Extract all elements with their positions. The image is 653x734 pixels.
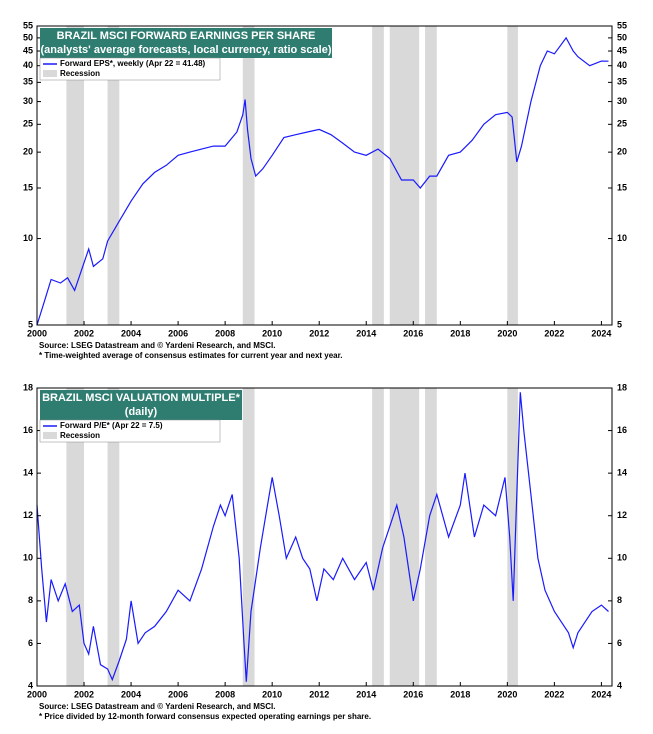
y-tick-label-right: 18	[617, 382, 627, 392]
recession-band	[372, 26, 384, 325]
y-tick-label: 14	[23, 468, 33, 478]
x-tick-label: 2006	[168, 328, 188, 338]
legend-label: Recession	[60, 431, 100, 440]
legend-swatch	[43, 70, 57, 77]
x-tick-label: 2014	[356, 328, 376, 338]
footnote: * Time-weighted average of consensus est…	[39, 351, 343, 360]
plot-frame	[36, 387, 613, 687]
y-tick-label-right: 4	[617, 680, 622, 690]
chart-subtitle: (analysts' average forecasts, local curr…	[40, 44, 331, 56]
plot-frame	[36, 25, 613, 326]
x-tick-label: 2018	[450, 328, 470, 338]
recession-band	[242, 388, 255, 686]
y-tick-label: 8	[28, 595, 33, 605]
x-tick-label: 2016	[403, 689, 423, 699]
source-note: Source: LSEG Datastream and © Yardeni Re…	[39, 702, 276, 711]
y-tick-label: 6	[28, 638, 33, 648]
legend-label: Forward P/E* (Apr 22 = 7.5)	[60, 421, 163, 430]
y-tick-label: 35	[23, 77, 33, 87]
recession-band	[107, 26, 120, 325]
y-tick-label: 16	[23, 425, 33, 435]
y-tick-label-right: 45	[617, 45, 627, 55]
y-tick-label-right: 15	[617, 182, 627, 192]
recession-band	[242, 26, 255, 325]
y-tick-label: 50	[23, 32, 33, 42]
y-tick-label-right: 5	[617, 319, 622, 329]
y-tick-label: 40	[23, 60, 33, 70]
recession-band	[389, 26, 420, 325]
legend-label: Forward EPS*, weekly (Apr 22 = 41.48)	[60, 59, 206, 68]
y-tick-label: 20	[23, 147, 33, 157]
y-tick-label-right: 12	[617, 510, 627, 520]
source-note: Source: LSEG Datastream and © Yardeni Re…	[39, 341, 276, 350]
x-tick-label: 2020	[497, 328, 517, 338]
y-tick-label: 30	[23, 96, 33, 106]
series-line	[36, 36, 609, 326]
y-tick-label-right: 8	[617, 595, 622, 605]
chart-title: BRAZIL MSCI VALUATION MULTIPLE*	[42, 392, 241, 404]
legend-label: Recession	[60, 69, 100, 78]
y-tick-label-right: 10	[617, 233, 627, 243]
x-tick-label: 2000	[27, 689, 47, 699]
y-tick-label: 10	[23, 233, 33, 243]
x-tick-label: 2012	[309, 689, 329, 699]
y-tick-label-right: 14	[617, 468, 627, 478]
x-tick-label: 2024	[591, 689, 611, 699]
y-tick-label: 25	[23, 119, 33, 129]
y-tick-label-right: 35	[617, 77, 627, 87]
y-tick-label: 18	[23, 382, 33, 392]
x-tick-label: 2000	[27, 328, 47, 338]
x-tick-label: 2018	[450, 689, 470, 699]
x-tick-label: 2004	[121, 328, 141, 338]
y-tick-label-right: 55	[617, 20, 627, 30]
legend-box	[39, 57, 221, 81]
x-tick-label: 2012	[309, 328, 329, 338]
x-tick-label: 2020	[497, 689, 517, 699]
y-tick-label: 45	[23, 45, 33, 55]
x-tick-label: 2008	[215, 689, 235, 699]
recession-band	[107, 388, 120, 686]
chart-subtitle: (daily)	[125, 406, 158, 418]
x-tick-label: 2010	[262, 689, 282, 699]
y-tick-label: 4	[28, 680, 33, 690]
x-tick-label: 2016	[403, 328, 423, 338]
recession-band	[425, 388, 437, 686]
x-tick-label: 2006	[168, 689, 188, 699]
x-tick-label: 2002	[74, 328, 94, 338]
recession-band	[66, 26, 85, 325]
y-tick-label: 10	[23, 553, 33, 563]
x-tick-label: 2014	[356, 689, 376, 699]
recession-band	[507, 388, 518, 686]
x-tick-label: 2004	[121, 689, 141, 699]
x-tick-label: 2022	[544, 328, 564, 338]
x-tick-label: 2008	[215, 328, 235, 338]
legend-box	[39, 419, 221, 443]
x-tick-label: 2024	[591, 328, 611, 338]
y-tick-label: 12	[23, 510, 33, 520]
x-tick-label: 2010	[262, 328, 282, 338]
title-box	[40, 28, 332, 58]
x-tick-label: 2002	[74, 689, 94, 699]
title-box	[40, 390, 242, 420]
y-tick-label-right: 30	[617, 96, 627, 106]
x-tick-label: 2022	[544, 689, 564, 699]
y-tick-label: 55	[23, 20, 33, 30]
legend-swatch	[43, 432, 57, 439]
y-tick-label-right: 6	[617, 638, 622, 648]
y-tick-label-right: 50	[617, 32, 627, 42]
recession-band	[507, 26, 518, 325]
chart-title: BRAZIL MSCI FORWARD EARNINGS PER SHARE	[57, 30, 316, 42]
y-tick-label-right: 25	[617, 119, 627, 129]
y-tick-label-right: 10	[617, 553, 627, 563]
series-line	[36, 392, 609, 682]
y-tick-label-right: 40	[617, 60, 627, 70]
y-tick-label-right: 20	[617, 147, 627, 157]
footnote: * Price divided by 12-month forward cons…	[39, 712, 371, 721]
y-tick-label: 5	[28, 319, 33, 329]
recession-band	[372, 388, 384, 686]
y-tick-label-right: 16	[617, 425, 627, 435]
y-tick-label: 15	[23, 182, 33, 192]
